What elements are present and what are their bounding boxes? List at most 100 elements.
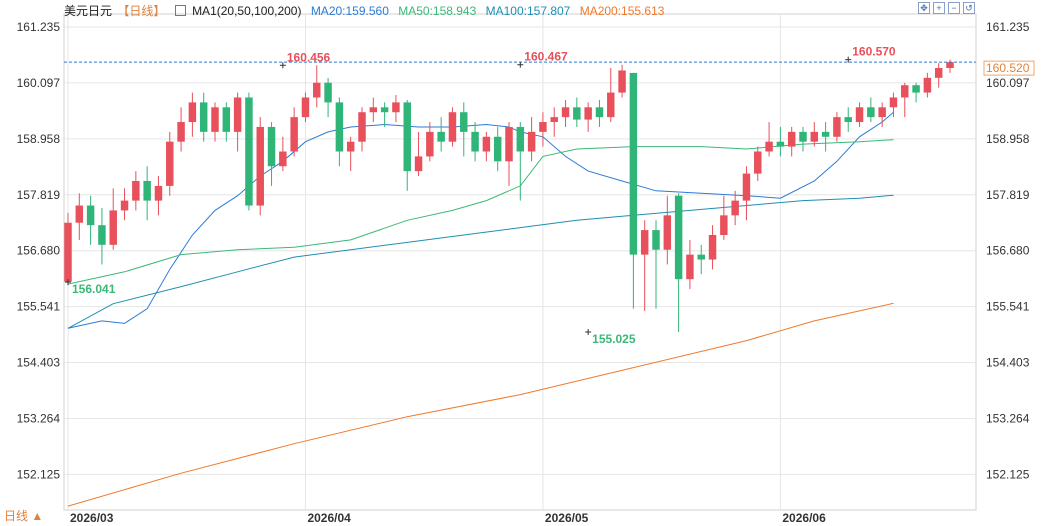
- checkbox-icon[interactable]: [174, 5, 186, 16]
- candle-down: [403, 102, 411, 172]
- candle-up: [313, 82, 321, 98]
- y-tick-label-left: 154.403: [17, 356, 61, 370]
- y-tick-label-right: 154.403: [986, 356, 1030, 370]
- candle-up: [686, 254, 694, 280]
- x-tick-label: 2026/03: [70, 511, 114, 525]
- candle-up: [256, 126, 264, 206]
- candle-up: [765, 141, 773, 152]
- y-tick-label-left: 152.125: [17, 467, 61, 481]
- candle-up: [742, 173, 751, 201]
- y-tick-label-right: 161.235: [986, 20, 1030, 34]
- candle-up: [154, 185, 163, 201]
- candle-down: [776, 141, 785, 147]
- ma20-line: [67, 111, 894, 329]
- candle-down: [199, 102, 208, 132]
- candle-down: [674, 195, 683, 280]
- candle-up: [120, 200, 129, 211]
- candle-down: [143, 180, 151, 201]
- candle-up: [448, 112, 457, 142]
- candle-up: [369, 107, 378, 113]
- candle-up: [923, 77, 932, 93]
- y-tick-label-left: 160.097: [17, 76, 61, 90]
- candle-up: [233, 97, 242, 132]
- y-tick-label-right: 158.958: [986, 132, 1030, 146]
- candle-down: [867, 107, 875, 118]
- ma200-value: MA200:155.613: [579, 4, 665, 18]
- candle-down: [86, 205, 95, 226]
- candle-up: [527, 131, 536, 152]
- y-tick-label-right: 160.097: [986, 76, 1030, 90]
- move-icon[interactable]: ✥: [918, 2, 930, 14]
- candle-up: [787, 131, 796, 147]
- plot-frame: [63, 13, 977, 511]
- candle-up: [75, 205, 84, 223]
- candle-up: [279, 151, 287, 167]
- candle-up: [754, 151, 762, 174]
- candle-up: [211, 107, 219, 132]
- candle-up: [539, 122, 547, 132]
- candle-down: [245, 97, 253, 206]
- candle-up: [177, 122, 185, 142]
- candle-down: [573, 107, 581, 120]
- candle-down: [471, 131, 479, 152]
- candle-down: [697, 254, 705, 260]
- period-label[interactable]: 【日线】: [117, 4, 166, 18]
- candle-up: [889, 97, 898, 108]
- high-annotation: 160.570: [852, 45, 896, 59]
- low-annotation: 155.025: [592, 332, 636, 346]
- candle-up: [358, 112, 366, 142]
- candle-up: [392, 102, 400, 113]
- ma-indicator-label[interactable]: MA1(20,50,100,200): [192, 4, 302, 18]
- candle-down: [516, 126, 525, 152]
- candle-up: [901, 85, 909, 98]
- candle-down: [912, 85, 920, 93]
- candle-up: [833, 117, 841, 137]
- y-tick-label-left: 158.958: [17, 132, 61, 146]
- candle-up: [346, 141, 355, 152]
- candle-up: [584, 107, 592, 120]
- zoom-in-icon[interactable]: +: [933, 2, 945, 14]
- ma200-line: [67, 302, 894, 507]
- candle-up: [810, 131, 819, 142]
- y-tick-label-right: 157.819: [986, 188, 1030, 202]
- y-tick-label-right: 156.680: [986, 244, 1030, 258]
- candle-up: [109, 210, 117, 245]
- symbol-title: 美元日元: [64, 4, 113, 18]
- candle-down: [821, 131, 830, 137]
- candle-up: [720, 215, 728, 235]
- candle-down: [629, 72, 638, 255]
- candle-up: [132, 180, 140, 201]
- high-annotation: 160.467: [524, 50, 568, 64]
- chart-toolbar: ✥ + − ↺: [918, 2, 975, 14]
- candle-up: [640, 230, 649, 255]
- ma100-value: MA100:157.807: [485, 4, 571, 18]
- candle-up: [64, 222, 72, 282]
- candle-up: [855, 107, 864, 123]
- y-tick-label-right: 152.125: [986, 467, 1030, 481]
- candle-up: [414, 156, 423, 172]
- x-tick-label: 2026/04: [307, 511, 351, 525]
- y-tick-label-left: 156.680: [17, 244, 61, 258]
- y-tick-label-right: 153.264: [986, 411, 1030, 425]
- period-toggle[interactable]: 日线 ▲: [4, 509, 44, 523]
- reset-icon[interactable]: ↺: [963, 2, 975, 14]
- zoom-out-icon[interactable]: −: [948, 2, 960, 14]
- candle-up: [708, 234, 717, 260]
- candle-up: [290, 117, 298, 152]
- candle-down: [652, 230, 660, 250]
- candle-down: [595, 107, 604, 118]
- candle-down: [98, 225, 106, 245]
- y-tick-label-left: 161.235: [17, 20, 61, 34]
- candle-down: [460, 112, 468, 132]
- ma50-value: MA50:158.943: [398, 4, 477, 18]
- current-price-box: [983, 60, 1035, 76]
- x-tick-label: 2026/05: [545, 511, 589, 525]
- candle-down: [493, 136, 502, 162]
- candle-down: [844, 117, 852, 123]
- candle-up: [731, 200, 739, 216]
- chart-header: 美元日元 【日线】 MA1(20,50,100,200) MA20:159.56…: [64, 2, 670, 18]
- candle-up: [618, 70, 626, 93]
- y-tick-label-right: 155.541: [986, 300, 1030, 314]
- candle-up: [426, 131, 434, 157]
